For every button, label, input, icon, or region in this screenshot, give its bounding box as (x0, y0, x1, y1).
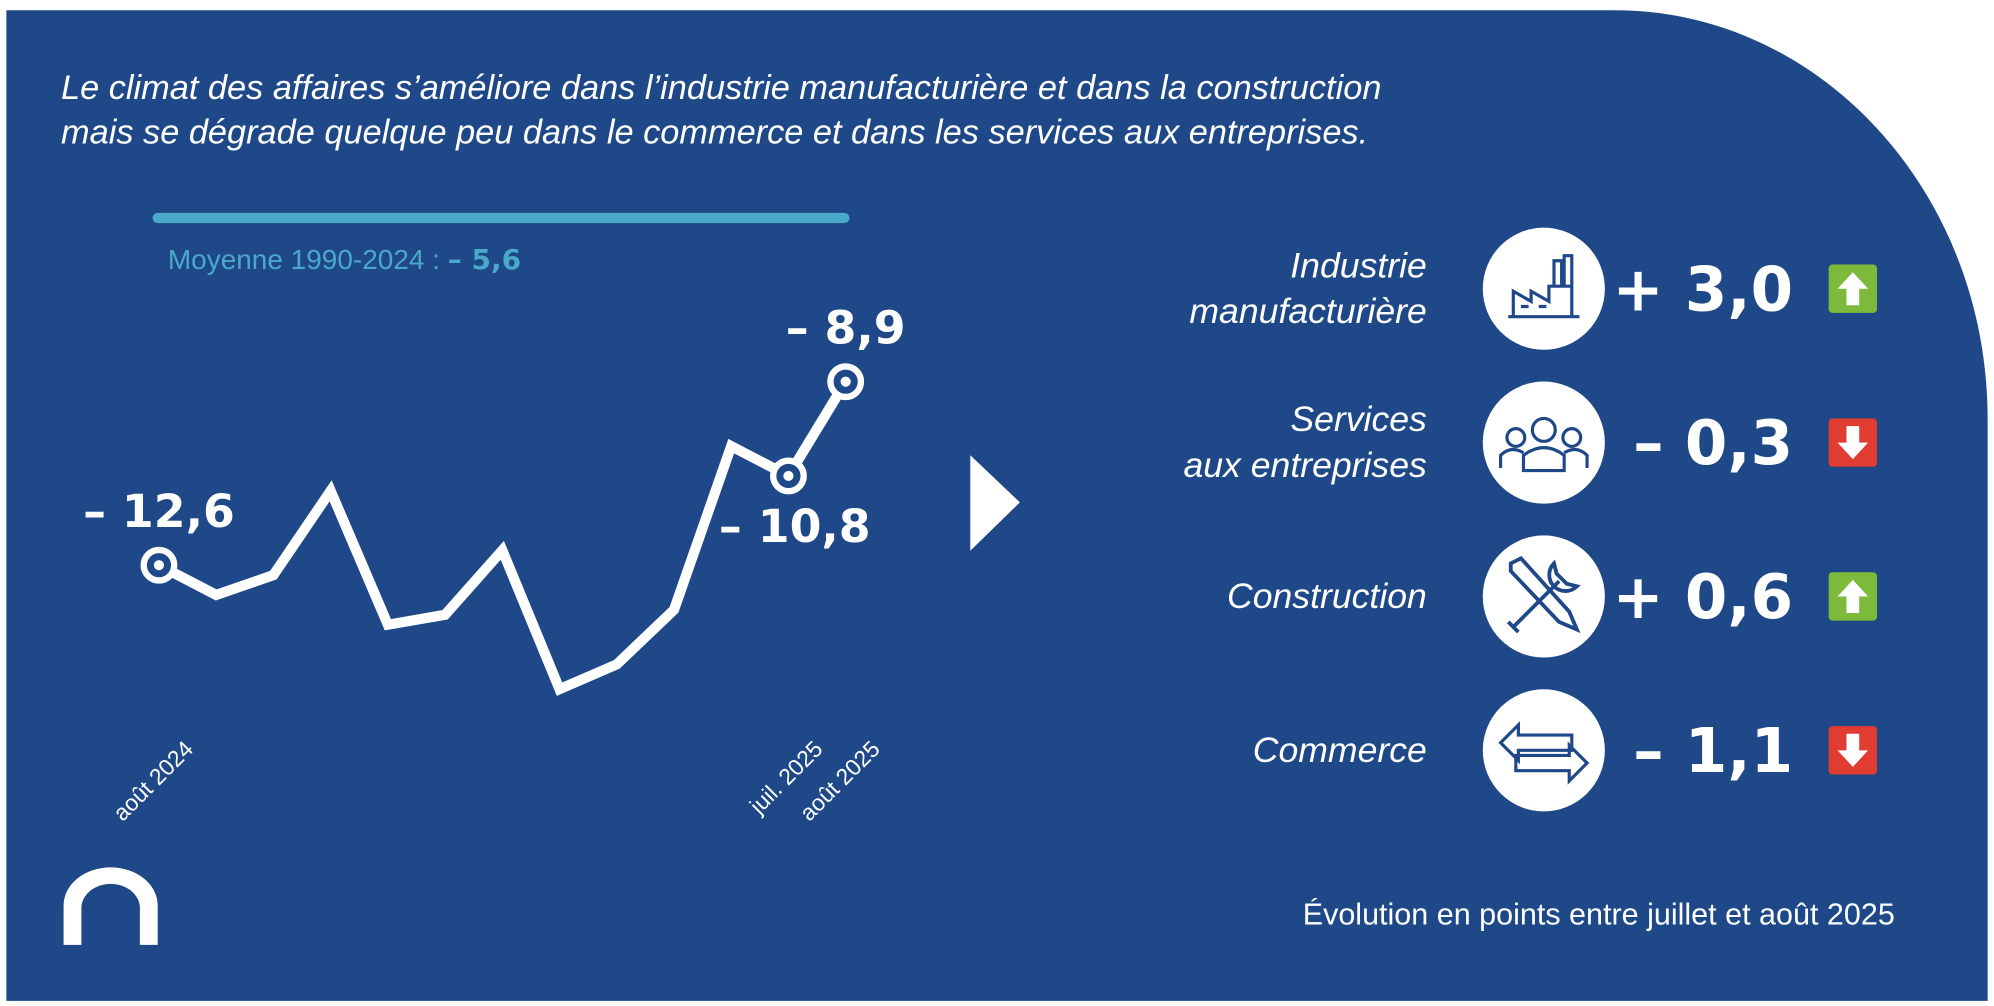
pointer-arrow (970, 455, 1020, 551)
point-dot (783, 470, 794, 481)
sector-name: Commerce (1253, 730, 1427, 770)
logo (63, 867, 158, 945)
average-label: Moyenne 1990-2024 : – 5,6 (168, 243, 521, 276)
value-label: – 12,6 (83, 485, 235, 538)
sector-icon (1508, 254, 1580, 319)
sector-name: aux entreprises (1183, 445, 1427, 485)
sector-value: + 0,6 (1613, 562, 1794, 633)
point-dot (153, 560, 165, 571)
point-dot (840, 376, 851, 387)
footer: Évolution en points entre juillet et aoû… (1303, 897, 1895, 932)
change-arrow (1837, 272, 1869, 306)
line-series (156, 379, 851, 696)
sector-value: – 0,3 (1633, 408, 1793, 479)
sector-icon (1506, 555, 1581, 634)
sector-name: Industrie (1290, 245, 1427, 285)
sector-icon (1498, 416, 1589, 473)
title-line: mais se dégrade quelque peu dans le comm… (61, 114, 1368, 152)
sector-icon-bg (1482, 227, 1605, 350)
value-label: – 10,8 (719, 500, 871, 553)
change-arrow (1837, 426, 1869, 460)
sector-icon (1498, 721, 1590, 785)
change-arrow (1837, 579, 1869, 614)
value-label: – 8,9 (786, 302, 906, 355)
sector-value: – 1,1 (1633, 716, 1793, 787)
sector-value: + 3,0 (1613, 254, 1794, 325)
sector-name: Services (1290, 399, 1427, 439)
average-value: – 5,6 (448, 243, 521, 276)
title-line: Le climat des affaires s’améliore dans l… (61, 69, 1381, 107)
average-label-text: Moyenne 1990-2024 : (168, 244, 448, 275)
sector-name: Construction (1227, 576, 1427, 616)
sector-name: manufacturière (1189, 291, 1426, 331)
